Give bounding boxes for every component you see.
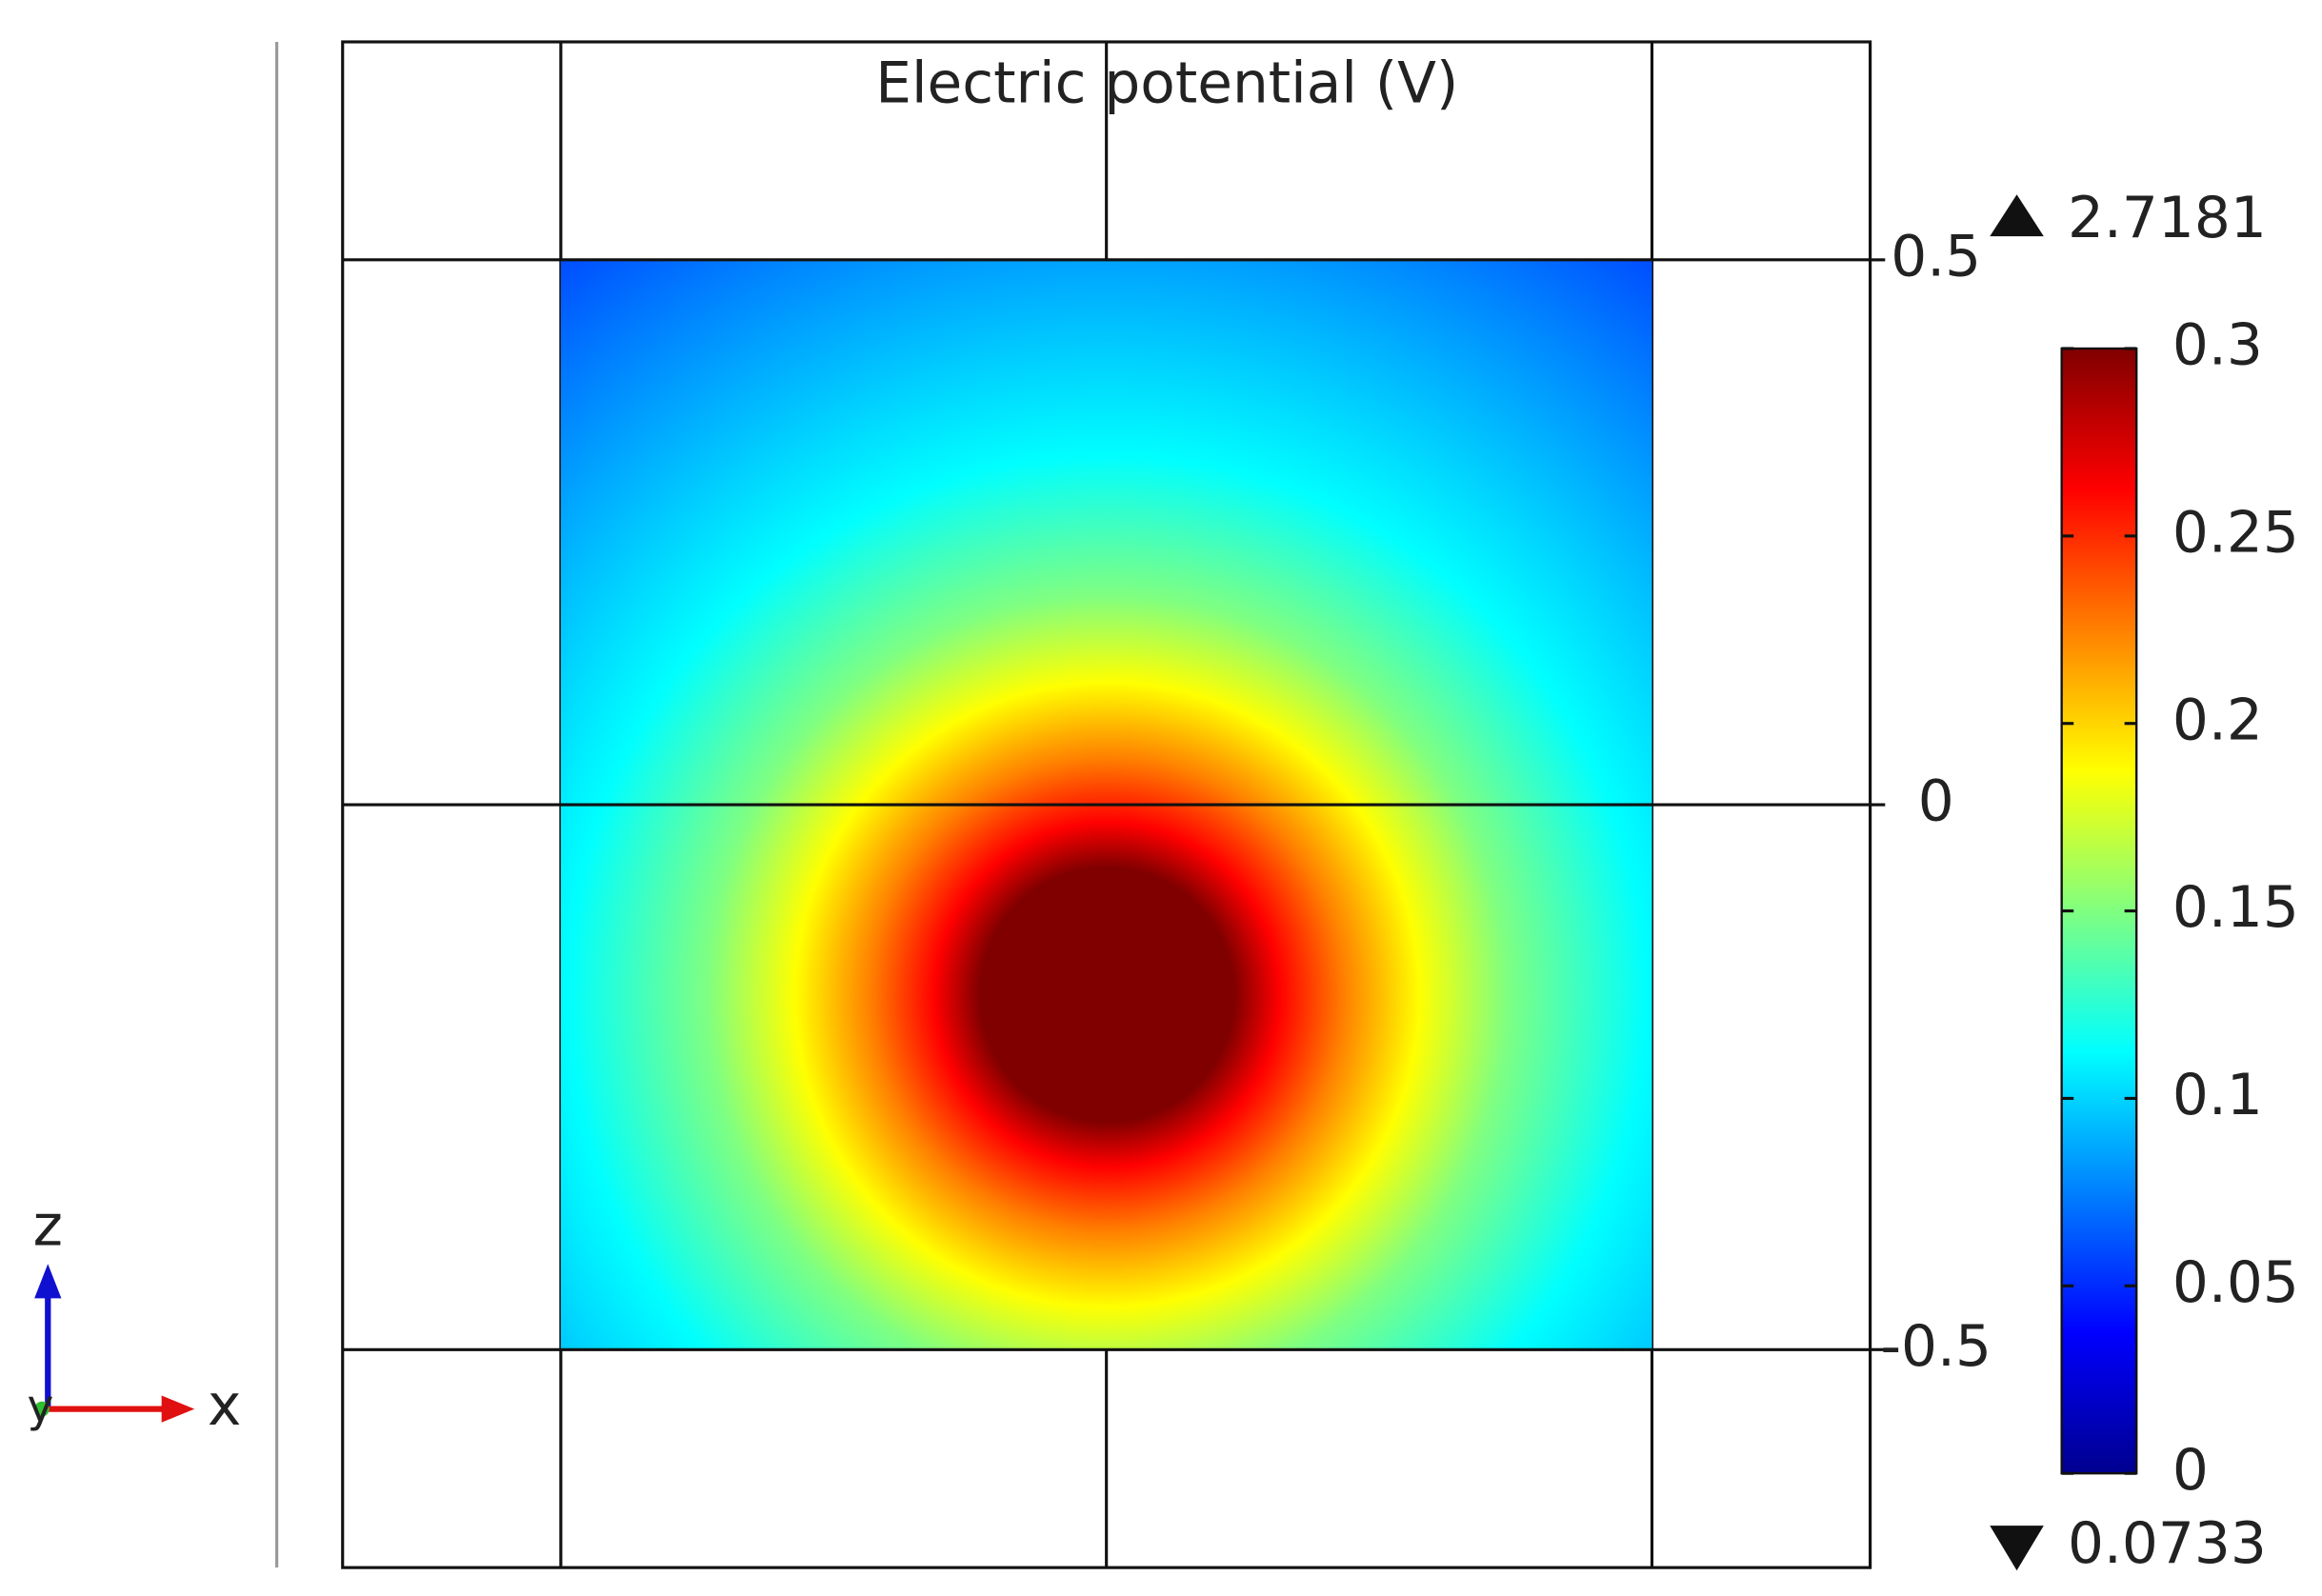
min-arrow [1990, 1526, 2044, 1571]
plot: -0.5 0 0.5 0 0.05 0.1 0.15 0.2 0.25 0.3 [341, 40, 2299, 1569]
colorbar-tick-label: 0.05 [2172, 1250, 2299, 1316]
y-label: y [27, 1381, 53, 1433]
y-tick-label: 0.5 [1891, 224, 1981, 289]
colorbar-tick-label: 0.25 [2172, 500, 2299, 566]
axis-triad: z x y [27, 1194, 241, 1440]
max-arrow [1990, 194, 2044, 237]
z-label: z [33, 1194, 63, 1260]
colorbar-tick-label: 0.1 [2172, 1063, 2263, 1128]
y-dot [34, 1401, 50, 1417]
y-tick-label: -0.5 [1880, 1314, 1991, 1380]
z-arrow-head [34, 1264, 62, 1299]
y-tick-label: 0 [1918, 769, 1954, 835]
colorbar-tick-label: 0.2 [2172, 688, 2263, 753]
colorbar-tick-label: 0 [2172, 1438, 2209, 1504]
colorbar-tick-label: 0.3 [2172, 313, 2263, 379]
min-value: 0.0733 [2068, 1511, 2267, 1577]
x-arrow-head [161, 1395, 195, 1423]
chart-title: Electric potential (V) [875, 51, 1458, 117]
max-value: 2.7181 [2068, 186, 2267, 251]
colorbar-tick-label: 0.15 [2172, 875, 2299, 941]
x-label: x [208, 1373, 241, 1439]
